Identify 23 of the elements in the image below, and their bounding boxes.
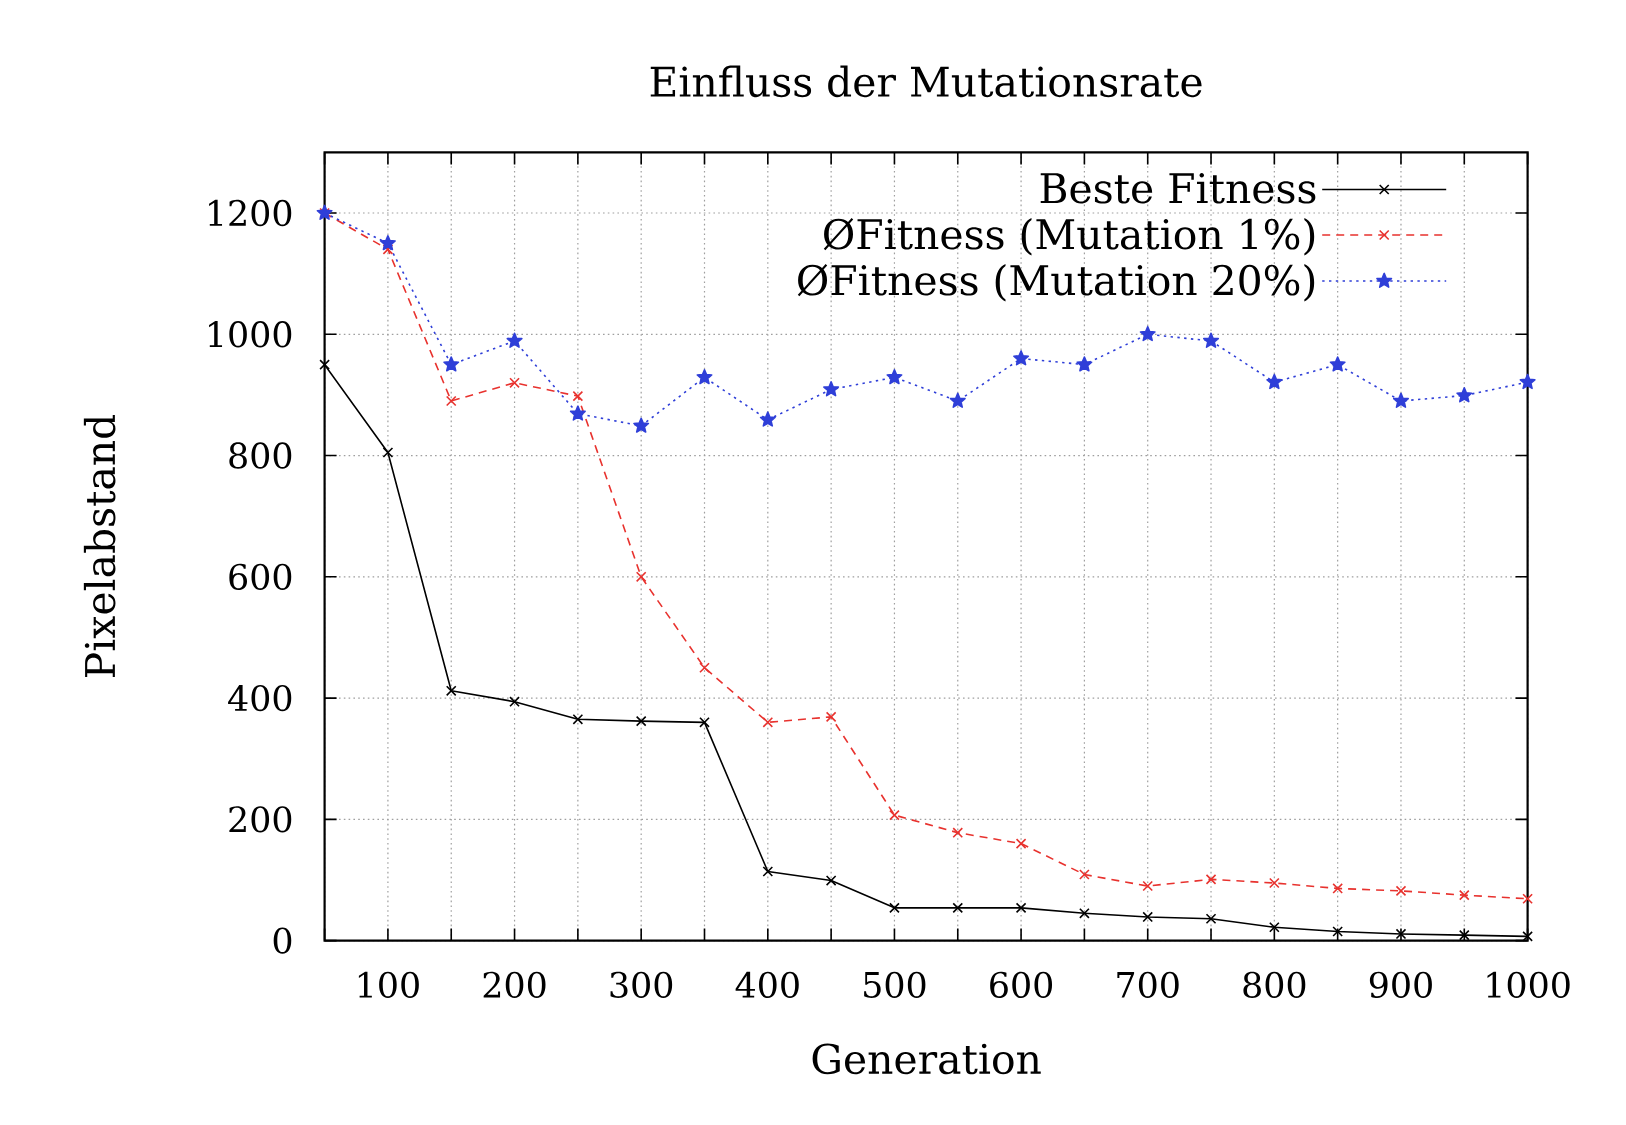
x-tick-label: 900 (1369, 971, 1432, 999)
y-tick-label: 200 (229, 806, 292, 833)
y-tick-label: 1000 (209, 321, 292, 348)
legend-label: Beste Fitness (1040, 172, 1316, 204)
y-tick-label: 0 (273, 927, 292, 954)
x-tick-label: 800 (1243, 971, 1306, 999)
x-tick-label: 1000 (1487, 971, 1570, 999)
y-tick-label: 600 (229, 563, 292, 591)
x-tick-label: 100 (358, 971, 419, 999)
x-tick-label: 700 (1117, 971, 1179, 999)
legend-label: ØFitness (Mutation 20%) (797, 263, 1315, 302)
x-tick-label: 300 (610, 971, 673, 999)
y-tick-label: 1200 (209, 199, 292, 227)
y-tick-label: 800 (229, 442, 292, 469)
y-tick-label: 400 (228, 684, 292, 712)
y-axis-title: Pixelabstand (83, 414, 116, 677)
x-tick-label: 400 (735, 971, 799, 999)
legend-label: ØFitness (Mutation 1%) (823, 217, 1315, 256)
x-tick-label: 600 (990, 971, 1053, 999)
chart-title: Einfluss der Mutationsrate (650, 65, 1202, 98)
x-axis-title: Generation (812, 1043, 1041, 1075)
x-tick-label: 500 (864, 971, 926, 999)
x-tick-label: 200 (483, 971, 546, 999)
